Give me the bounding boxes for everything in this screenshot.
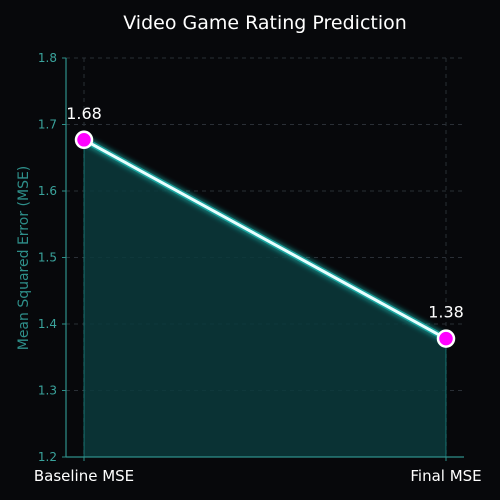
- marker-layer: [74, 130, 456, 348]
- data-label-1: 1.38: [428, 303, 464, 322]
- area-fill: [84, 139, 446, 458]
- y-tick-label-2: 1.4: [38, 317, 57, 331]
- x-tick-label-0: Baseline MSE: [34, 467, 134, 485]
- y-tick-label-3: 1.5: [38, 251, 57, 265]
- y-tick-label-6: 1.8: [38, 51, 57, 65]
- x-ticks: Baseline MSE Final MSE: [34, 457, 482, 485]
- y-tick-label-5: 1.7: [38, 118, 57, 132]
- data-point-1: [436, 329, 456, 348]
- y-ticks: 1.2 1.3 1.4 1.5 1.6 1.7 1.8: [38, 51, 66, 464]
- y-axis-label: Mean Squared Error (MSE): [16, 166, 32, 351]
- data-point-0: [74, 130, 94, 150]
- series-line: [82, 138, 448, 341]
- y-tick-label-4: 1.6: [38, 184, 57, 198]
- y-tick-label-0: 1.2: [38, 450, 57, 464]
- y-tick-label-1: 1.3: [38, 384, 57, 398]
- area-layer: [83, 139, 447, 458]
- label-layer: 1.68 1.38: [66, 104, 464, 322]
- line-layer: [79, 135, 451, 344]
- x-tick-label-1: Final MSE: [410, 467, 481, 485]
- data-label-0: 1.68: [66, 104, 102, 123]
- chart-title: Video Game Rating Prediction: [123, 12, 407, 34]
